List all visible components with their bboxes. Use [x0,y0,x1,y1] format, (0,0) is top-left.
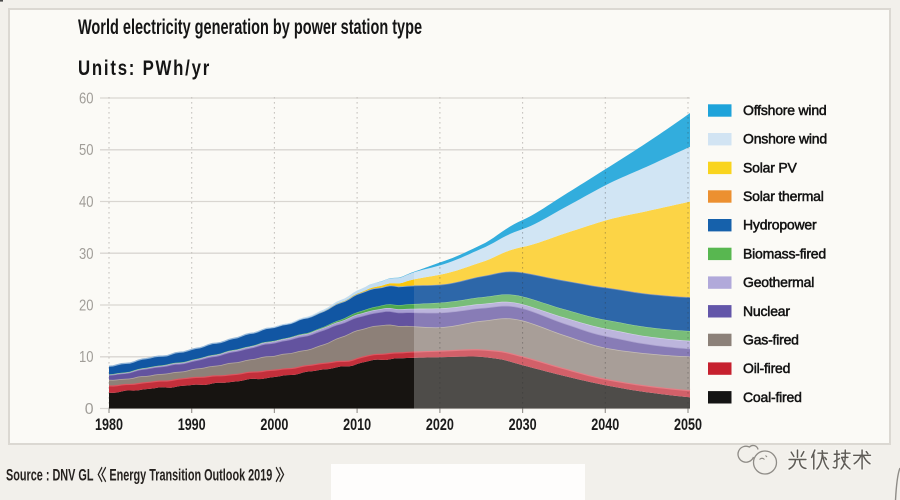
svg-text:Nuclear: Nuclear [743,303,790,319]
svg-text:0: 0 [85,401,94,418]
svg-text:Solar PV: Solar PV [743,159,798,175]
svg-text:Coal-fired: Coal-fired [743,389,802,405]
svg-text:Biomass-fired: Biomass-fired [743,245,826,261]
svg-text:Hydropower: Hydropower [743,217,817,233]
svg-text:2040: 2040 [591,416,619,434]
svg-text:Geothermal: Geothermal [743,274,814,290]
svg-text:10: 10 [79,349,94,366]
svg-text:20: 20 [79,298,94,315]
svg-text:30: 30 [79,246,94,263]
svg-text:1990: 1990 [178,416,206,434]
svg-text:Onshore wind: Onshore wind [743,131,827,147]
svg-text:2030: 2030 [509,416,537,434]
svg-text:Offshore wind: Offshore wind [743,102,827,118]
svg-text:2020: 2020 [426,416,454,434]
svg-text:50: 50 [79,142,94,159]
svg-text:2000: 2000 [260,416,288,434]
svg-text:40: 40 [79,194,94,211]
svg-text:Oil-fired: Oil-fired [743,360,790,376]
svg-text:2050: 2050 [674,416,702,434]
svg-text:1980: 1980 [95,416,123,434]
svg-text:60: 60 [79,91,94,108]
svg-text:Solar thermal: Solar thermal [743,188,824,204]
svg-text:Gas-fired: Gas-fired [743,331,799,347]
svg-text:2010: 2010 [343,416,371,434]
